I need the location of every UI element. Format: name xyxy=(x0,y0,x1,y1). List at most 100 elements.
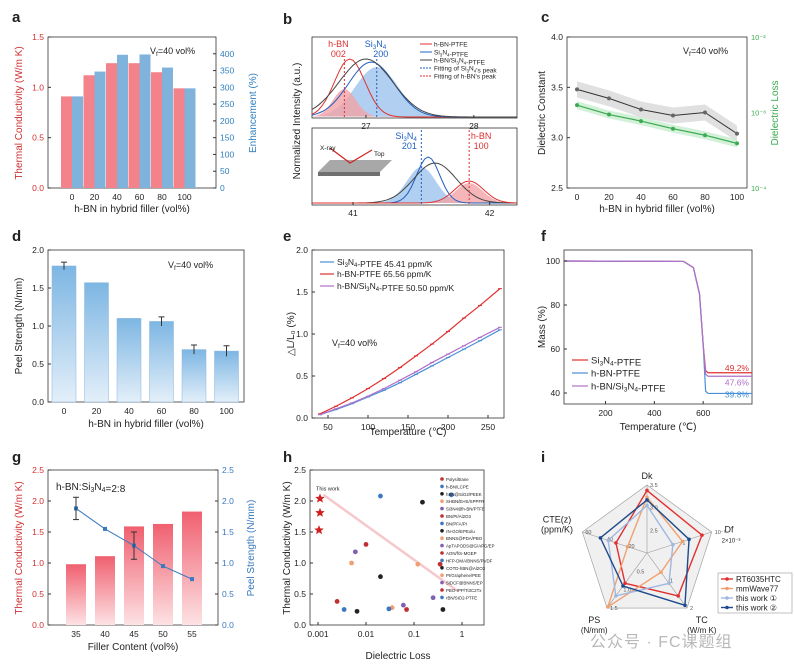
point-dielectric-loss xyxy=(703,133,707,138)
x-tick-label: 600 xyxy=(696,408,710,418)
bar-peel-strength xyxy=(84,282,109,403)
x-tick-label: 200 xyxy=(598,408,612,418)
x-tick-label: 55 xyxy=(187,629,197,639)
legend-marker xyxy=(440,529,444,533)
scatter-point xyxy=(341,607,347,612)
panel-h-frame xyxy=(309,469,485,626)
peak-label-hbn: h-BN xyxy=(328,39,349,49)
panel-f-frame xyxy=(563,249,753,405)
legend-label: h-BN/Si3N4-PTFE xyxy=(591,382,665,395)
panel-letter-i: i xyxy=(541,449,545,466)
point-dielectric-loss xyxy=(607,112,611,117)
bar-enhancement xyxy=(72,96,83,188)
radar-point xyxy=(598,536,603,540)
this-work-star xyxy=(315,507,325,517)
bar-enhancement xyxy=(139,54,151,189)
line-tga xyxy=(563,260,752,377)
x-axis-label: h-BN in hybrid filler (vol%) xyxy=(74,204,190,215)
x-tick-label: 150 xyxy=(401,422,415,432)
y2-tick-label: 250 xyxy=(220,99,234,109)
legend-marker xyxy=(440,484,444,489)
scatter-point xyxy=(354,608,360,614)
line-dielectric-loss xyxy=(576,104,738,144)
radar-axis-df: Df xyxy=(725,525,734,535)
this-work-star xyxy=(315,493,325,503)
point-peel-strength xyxy=(190,577,194,582)
panel-b-top-frame xyxy=(311,36,518,119)
bar-peel-strength xyxy=(214,350,239,403)
y-tick-label: 0.5 xyxy=(294,589,306,599)
scatter-point xyxy=(386,606,392,612)
radar-tick-label: 1 xyxy=(682,540,685,546)
y2-tick-label: 0.5 xyxy=(222,589,234,599)
legend-label: PBO-IPP/Ti3C2Tx xyxy=(446,588,482,593)
radar-point xyxy=(625,544,630,549)
x-tick-label: 35 xyxy=(71,629,81,639)
legend-marker xyxy=(440,506,444,511)
y-axis-label: Dielectric Constant xyxy=(537,71,548,155)
radar-point xyxy=(680,539,685,544)
radar-point xyxy=(683,603,687,608)
legend-marker xyxy=(440,580,444,585)
x-tick-label: 400 xyxy=(647,408,661,418)
y-tick-label: 1.0 xyxy=(32,82,44,92)
point-dielectric-constant xyxy=(607,96,611,101)
point-dielectric-constant xyxy=(639,107,643,112)
bar-peel-strength xyxy=(149,321,174,403)
y2-tick-label: 150 xyxy=(220,133,234,143)
radar-axis-cte-unit: (ppm/K) xyxy=(541,525,573,535)
y-tick-label: 2.0 xyxy=(32,245,44,255)
y2-tick-label: 350 xyxy=(220,66,234,76)
legend-label: Si3N4@h-BN/PTFE xyxy=(446,507,485,512)
radar-tick-label: 0.5 xyxy=(637,569,645,575)
legend-label: Si3N4-PTFE xyxy=(591,356,641,369)
x-tick-label: 100 xyxy=(730,192,744,202)
watermark: 公众号 · FC课题组 xyxy=(590,634,733,651)
line-cte xyxy=(319,326,501,416)
x-tick-label: 40 xyxy=(636,192,646,202)
y-tick-label: 0.0 xyxy=(296,413,308,423)
y-tick-label: 3.5 xyxy=(551,82,563,92)
x-tick-label: 0 xyxy=(62,406,67,416)
x-tick-label: 250 xyxy=(481,422,495,432)
radar-point xyxy=(621,584,625,588)
x-tick-label: 50 xyxy=(158,629,168,639)
x-tick-label: 20 xyxy=(90,192,100,202)
x-axis-label: Temperature (℃) xyxy=(620,422,697,433)
panel-letter-c: c xyxy=(541,9,549,26)
x-tick-label: 0.01 xyxy=(358,629,375,639)
radar-tick-label: 60 xyxy=(585,530,591,536)
point-dielectric-loss xyxy=(639,119,643,124)
x-tick-label: 80 xyxy=(700,192,710,202)
y-tick-label: 2.0 xyxy=(32,496,44,506)
legend-marker xyxy=(440,477,444,481)
bar-enhancement xyxy=(184,88,196,188)
peak-index-hbn: 002 xyxy=(331,49,346,59)
radar-point xyxy=(645,488,649,493)
y-tick-label: 0.0 xyxy=(294,620,306,630)
annotation: Vf=40 vol% xyxy=(332,338,377,350)
legend-marker xyxy=(440,566,444,570)
peak-index-hbn: 100 xyxy=(474,141,489,151)
radar-tick-label: 20 xyxy=(628,544,634,550)
y2-tick-label: 2.5 xyxy=(222,465,234,475)
y2-tick-label: 10⁻² xyxy=(751,33,766,42)
panel-letter-f: f xyxy=(541,228,547,245)
legend-label: h-BN-PTFE 65.56 ppm/K xyxy=(337,269,432,279)
panel-letter-h: h xyxy=(283,449,292,466)
legend-marker xyxy=(725,596,729,600)
radar-axis-cte: CTE(z) xyxy=(543,515,572,525)
point-dielectric-loss xyxy=(735,141,739,146)
y-tick-label: 0.0 xyxy=(32,397,44,407)
annotation: h-BN:Si3N4=2:8 xyxy=(56,482,126,495)
radar-tick-label: 1.0 xyxy=(623,588,631,594)
y2-tick-label: 200 xyxy=(220,116,234,126)
x-tick-label: 1 xyxy=(460,629,465,639)
curve-hbn-ptfe xyxy=(312,180,518,204)
y-tick-label: 0.0 xyxy=(32,183,44,193)
legend-label: ApTAPODS@G/APG/EP xyxy=(446,544,495,549)
peak-label-si3n4: Si3N4 xyxy=(395,131,417,143)
legend-marker xyxy=(440,588,444,592)
x-axis-label: h-BN in hybrid filler (vol%) xyxy=(599,204,715,215)
bar-thermal-conductivity xyxy=(173,88,185,188)
